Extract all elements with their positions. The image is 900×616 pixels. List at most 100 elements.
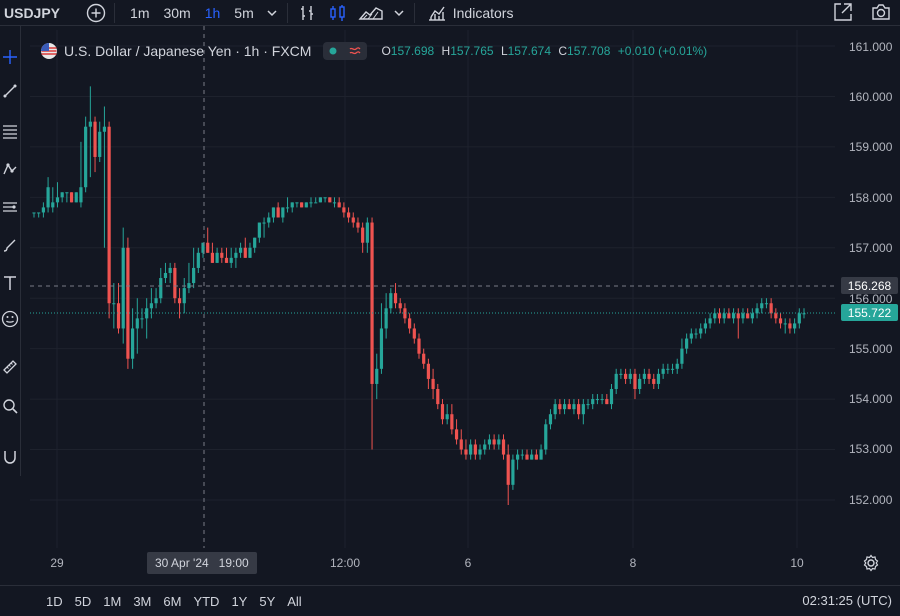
candle-body bbox=[351, 217, 355, 223]
candle-body bbox=[464, 449, 468, 455]
text-tool[interactable] bbox=[0, 272, 20, 294]
candle-body bbox=[389, 293, 393, 309]
us-flag-icon bbox=[41, 43, 57, 59]
candle-body bbox=[323, 197, 327, 199]
candle-body bbox=[431, 378, 435, 389]
candle-chart-type-button[interactable] bbox=[328, 3, 348, 23]
symbol-search[interactable]: USDJPY bbox=[4, 4, 61, 21]
utc-clock[interactable]: 02:31:25 (UTC) bbox=[802, 593, 892, 608]
price-tick: 153.000 bbox=[849, 442, 893, 456]
candle-body bbox=[591, 399, 595, 405]
range-1d[interactable]: 1D bbox=[46, 593, 63, 609]
candle-body bbox=[534, 454, 538, 460]
candle-body bbox=[736, 313, 740, 319]
close-value: 157.708 bbox=[567, 44, 611, 58]
candle-body bbox=[492, 439, 496, 445]
time-axis[interactable]: 29 12:00 6 8 10 30 Apr '24 19:00 bbox=[0, 548, 835, 576]
candle-body bbox=[182, 288, 186, 304]
chart-settings-button[interactable] bbox=[862, 554, 882, 574]
candle-body bbox=[384, 308, 388, 329]
time-tick: 6 bbox=[464, 556, 472, 570]
candle-body bbox=[346, 212, 351, 218]
candle-body bbox=[680, 348, 684, 364]
interval-1m[interactable]: 1m bbox=[130, 4, 150, 21]
candle-body bbox=[623, 373, 628, 379]
candle-body bbox=[685, 338, 689, 349]
ohlc-values: O157.698 H157.765 L157.674 C157.708 +0.0… bbox=[381, 44, 711, 58]
range-1y[interactable]: 1Y bbox=[231, 593, 248, 609]
fullscreen-popout-button[interactable] bbox=[832, 1, 854, 23]
candle-body bbox=[670, 368, 675, 370]
interval-1h[interactable]: 1h bbox=[204, 4, 221, 21]
emoji-tool[interactable] bbox=[0, 308, 20, 330]
high-label: H bbox=[441, 44, 451, 58]
candle-body bbox=[440, 404, 445, 420]
candle-body bbox=[436, 388, 440, 405]
candle-body bbox=[159, 278, 163, 299]
symbol-title[interactable]: U.S. Dollar / Japanese Yen · 1h · FXCM bbox=[64, 43, 312, 59]
area-chart-type-button[interactable] bbox=[358, 3, 384, 23]
magnet-icon bbox=[4, 451, 16, 464]
chart-type-dropdown[interactable] bbox=[392, 6, 406, 20]
candle-body bbox=[567, 404, 571, 410]
bar-chart-type-button[interactable] bbox=[298, 3, 318, 23]
candle-body bbox=[760, 303, 764, 309]
range-ytd[interactable]: YTD bbox=[193, 593, 220, 609]
drawing-toolbar bbox=[0, 26, 21, 476]
candle-body bbox=[558, 404, 562, 410]
zoom-tool[interactable] bbox=[0, 395, 20, 417]
candle-body bbox=[408, 318, 412, 329]
brush-tool[interactable] bbox=[0, 234, 20, 256]
price-axis[interactable]: 161.000 160.000 159.000 158.000 157.000 … bbox=[835, 26, 900, 546]
candle-body bbox=[614, 373, 618, 389]
fib-tool[interactable] bbox=[0, 120, 20, 142]
range-5d[interactable]: 5D bbox=[74, 593, 92, 609]
candle-body bbox=[525, 454, 529, 460]
candle-body bbox=[797, 313, 801, 324]
candle-body bbox=[600, 399, 604, 401]
candle-body bbox=[647, 373, 651, 379]
compare-add-button[interactable] bbox=[86, 3, 106, 23]
candle-body bbox=[309, 202, 313, 204]
last-price-label: 155.722 bbox=[841, 304, 898, 321]
forecast-tool[interactable] bbox=[0, 196, 20, 218]
candle-body bbox=[750, 313, 754, 319]
magnet-tool[interactable] bbox=[0, 446, 20, 468]
price-tick: 159.000 bbox=[849, 140, 893, 154]
candle-body bbox=[32, 212, 36, 214]
candle-body bbox=[581, 404, 585, 415]
candle-body bbox=[699, 328, 703, 334]
candle-body bbox=[177, 298, 182, 304]
ruler-icon bbox=[3, 360, 17, 374]
range-6m[interactable]: 6M bbox=[163, 593, 182, 609]
interval-30m[interactable]: 30m bbox=[163, 4, 191, 21]
pattern-tool[interactable] bbox=[0, 158, 20, 180]
trendline-icon bbox=[3, 84, 17, 98]
candle-body bbox=[445, 414, 449, 420]
change-value: +0.010 (+0.01%) bbox=[617, 44, 708, 58]
range-3m[interactable]: 3M bbox=[133, 593, 152, 609]
candle-body bbox=[37, 212, 41, 214]
trendline-tool[interactable] bbox=[0, 80, 20, 102]
price-tick: 155.000 bbox=[849, 342, 893, 356]
range-5y[interactable]: 5Y bbox=[259, 593, 276, 609]
interval-5m[interactable]: 5m bbox=[234, 4, 254, 21]
candle-body bbox=[224, 257, 229, 263]
candle-body bbox=[370, 222, 374, 384]
range-1m[interactable]: 1M bbox=[103, 593, 122, 609]
interval-dropdown[interactable] bbox=[265, 6, 279, 20]
range-all[interactable]: All bbox=[287, 593, 302, 609]
candle-body bbox=[661, 368, 665, 374]
crosshair-tool[interactable] bbox=[0, 46, 20, 68]
ruler-tool[interactable] bbox=[0, 356, 20, 378]
candle-body bbox=[741, 313, 745, 319]
snapshot-button[interactable] bbox=[870, 1, 892, 23]
candle-body bbox=[769, 303, 773, 314]
price-tick: 156.000 bbox=[849, 292, 893, 306]
price-tick: 158.000 bbox=[849, 191, 893, 205]
chart-canvas[interactable] bbox=[0, 0, 835, 548]
candle-body bbox=[248, 247, 252, 258]
candle-body bbox=[300, 202, 304, 208]
market-status-badge[interactable] bbox=[323, 42, 368, 60]
indicators-button[interactable]: Indicators bbox=[427, 3, 513, 23]
